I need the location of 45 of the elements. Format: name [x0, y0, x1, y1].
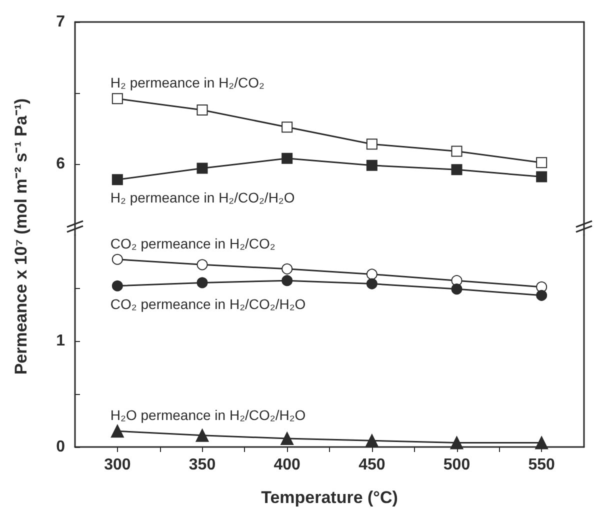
x-tick-label: 450 — [358, 456, 386, 474]
series-label: H₂ permeance in H₂/CO₂ — [110, 74, 264, 91]
point — [196, 104, 208, 116]
point — [282, 152, 293, 164]
point — [112, 174, 123, 186]
x-tick-label: 400 — [274, 456, 301, 474]
x-tick-label: 550 — [528, 456, 556, 474]
point — [535, 436, 548, 450]
y-tick-label: 0 — [56, 438, 66, 456]
point — [451, 146, 462, 157]
point — [196, 277, 208, 288]
point — [110, 424, 124, 438]
x-tick-label: 500 — [443, 456, 470, 474]
series-label: H₂ permeance in H₂/CO₂/H₂O — [110, 190, 295, 206]
point — [196, 259, 208, 270]
point — [282, 275, 293, 286]
point — [366, 138, 378, 150]
point — [196, 162, 208, 174]
y-tick-label: 6 — [56, 156, 66, 172]
point — [112, 93, 123, 104]
x-axis-title: Temperature (°C) — [261, 488, 398, 507]
series-label: H₂O permeance in H₂/CO₂/H₂O — [110, 407, 306, 424]
y-tick-label: 1 — [56, 332, 66, 350]
x-tick-label: 300 — [104, 456, 131, 474]
point — [282, 122, 293, 133]
x-tick-label: 350 — [188, 456, 216, 474]
point — [112, 280, 123, 292]
point — [282, 263, 293, 274]
point — [196, 428, 209, 442]
point — [451, 284, 462, 295]
point — [536, 157, 548, 168]
point — [366, 160, 378, 171]
point — [365, 434, 378, 448]
point — [366, 278, 378, 290]
series-label: CO₂ permeance in H₂/CO₂ — [110, 235, 276, 252]
point — [280, 432, 294, 446]
point — [112, 254, 123, 265]
y-tick-label: 7 — [56, 14, 66, 30]
y-axis-title: Permeance x 10⁷ (mol m⁻² s⁻¹ Pa⁻¹) — [10, 97, 32, 377]
point — [451, 164, 462, 176]
point — [450, 436, 464, 450]
point — [536, 290, 548, 301]
point — [366, 268, 378, 280]
point — [536, 171, 548, 182]
series-label: CO₂ permeance in H₂/CO₂/H₂O — [110, 296, 306, 312]
